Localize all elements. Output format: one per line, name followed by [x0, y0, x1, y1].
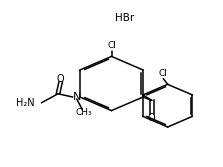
Text: Cl: Cl	[159, 69, 168, 78]
Text: CH₃: CH₃	[75, 108, 92, 117]
Text: O: O	[148, 113, 156, 123]
Text: H₂N: H₂N	[16, 98, 35, 108]
Text: N: N	[72, 92, 81, 102]
Text: O: O	[57, 74, 64, 84]
Text: Cl: Cl	[107, 41, 116, 50]
Text: HBr: HBr	[115, 13, 134, 23]
